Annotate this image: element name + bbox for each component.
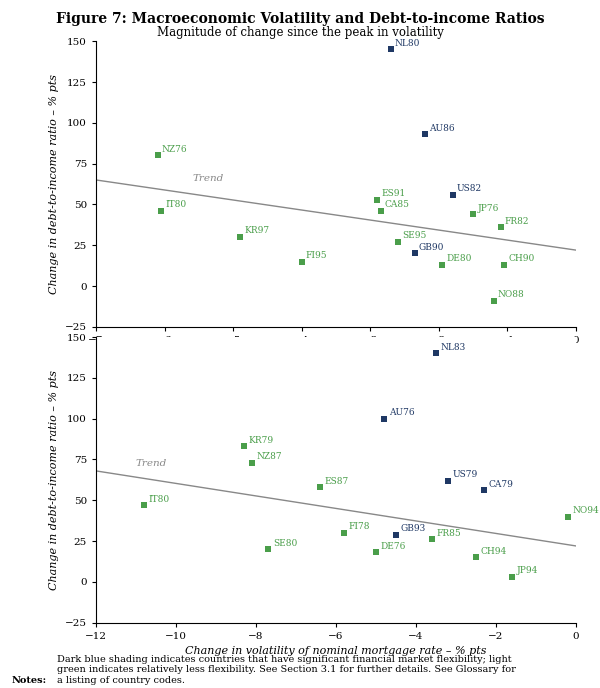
Point — [427, 534, 437, 545]
Point — [386, 44, 395, 55]
Text: GB90: GB90 — [419, 243, 445, 252]
Text: JP94: JP94 — [517, 566, 538, 575]
Text: GB93: GB93 — [401, 524, 426, 533]
Point — [235, 232, 245, 243]
Text: ES87: ES87 — [325, 477, 349, 486]
Point — [448, 189, 457, 200]
Text: AU86: AU86 — [429, 124, 455, 133]
Point — [443, 475, 453, 486]
Point — [471, 552, 481, 563]
Point — [437, 259, 447, 270]
Point — [239, 441, 249, 452]
Point — [157, 206, 166, 217]
Text: NZ76: NZ76 — [162, 145, 187, 154]
Point — [469, 208, 478, 219]
Text: KR97: KR97 — [244, 226, 269, 235]
Text: NO88: NO88 — [498, 290, 524, 299]
Point — [379, 413, 389, 424]
Text: NL80: NL80 — [395, 39, 421, 47]
Point — [371, 547, 381, 558]
Text: CH94: CH94 — [481, 547, 507, 556]
Text: Magnitude of change since the peak in volatility: Magnitude of change since the peak in vo… — [157, 26, 443, 39]
Point — [139, 499, 149, 510]
Point — [247, 458, 257, 469]
Text: DE76: DE76 — [381, 542, 406, 551]
Point — [393, 237, 403, 248]
Point — [563, 511, 573, 522]
Text: IT80: IT80 — [165, 200, 187, 209]
Text: CA85: CA85 — [385, 200, 410, 209]
X-axis label: Change in volatility of nominal mortgage rate – % pts: Change in volatility of nominal mortgage… — [185, 646, 487, 656]
Text: SE80: SE80 — [273, 539, 297, 548]
Text: JP76: JP76 — [477, 204, 499, 213]
Text: KR79: KR79 — [249, 436, 274, 445]
Text: NO94: NO94 — [573, 506, 599, 515]
Y-axis label: Change in debt-to-income ratio – % pts: Change in debt-to-income ratio – % pts — [49, 370, 59, 590]
Point — [315, 482, 325, 493]
Text: AU76: AU76 — [389, 408, 415, 417]
Text: FI95: FI95 — [306, 251, 328, 260]
Point — [391, 529, 401, 540]
Point — [410, 248, 419, 259]
Point — [421, 129, 430, 140]
Text: DE80: DE80 — [446, 254, 472, 264]
Text: Trend: Trend — [192, 174, 223, 183]
Point — [507, 572, 517, 583]
Text: Trend: Trend — [136, 459, 167, 468]
Text: NL83: NL83 — [441, 343, 466, 352]
Text: FR85: FR85 — [437, 529, 461, 538]
Point — [489, 295, 499, 306]
Text: Dark blue shading indicates countries that have significant financial market fle: Dark blue shading indicates countries th… — [57, 655, 516, 685]
Text: CH90: CH90 — [508, 254, 535, 264]
Point — [263, 544, 273, 555]
Point — [373, 194, 382, 205]
Point — [153, 150, 163, 161]
Point — [499, 259, 509, 270]
Point — [431, 348, 441, 359]
Text: ES91: ES91 — [381, 189, 406, 198]
Text: US79: US79 — [453, 470, 478, 479]
Text: Notes:: Notes: — [12, 676, 47, 685]
Text: Figure 7: Macroeconomic Volatility and Debt-to-income Ratios: Figure 7: Macroeconomic Volatility and D… — [56, 12, 544, 26]
Point — [376, 206, 385, 217]
Text: IT80: IT80 — [149, 495, 170, 504]
Text: CA79: CA79 — [489, 480, 514, 489]
Point — [479, 485, 489, 496]
Point — [297, 256, 307, 267]
Y-axis label: Change in debt-to-income ratio – % pts: Change in debt-to-income ratio – % pts — [49, 74, 59, 294]
Point — [339, 528, 349, 539]
Text: SE95: SE95 — [402, 231, 426, 240]
Text: NZ87: NZ87 — [257, 452, 283, 461]
X-axis label: Change in output volatility – % pts: Change in output volatility – % pts — [239, 350, 433, 361]
Text: US82: US82 — [457, 184, 482, 193]
Text: FR82: FR82 — [505, 217, 529, 226]
Text: FI78: FI78 — [349, 522, 370, 531]
Point — [496, 222, 505, 233]
